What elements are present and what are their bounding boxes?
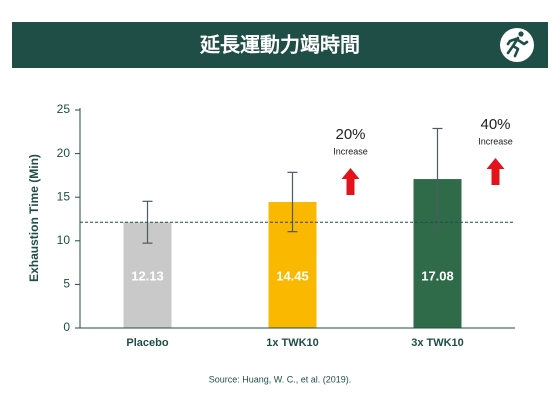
- increase-arrow: [486, 158, 505, 185]
- y-tick-label: 15: [57, 189, 71, 203]
- y-tick-label: 25: [57, 102, 71, 116]
- increase-arrow: [341, 168, 360, 195]
- header-bar: [12, 22, 548, 68]
- y-tick-label: 0: [63, 320, 70, 334]
- y-axis-label: Exhaustion Time (Min): [27, 154, 41, 282]
- x-tick-label: 3x TWK10: [411, 337, 464, 349]
- y-tick-label: 10: [57, 233, 71, 247]
- runner-icon: [500, 28, 534, 62]
- x-tick-label: Placebo: [126, 337, 168, 349]
- value-label: 17.08: [421, 268, 454, 283]
- annotation-percent: 40%: [480, 116, 510, 133]
- value-label: 14.45: [276, 268, 309, 283]
- value-label: 12.13: [131, 268, 164, 283]
- chart-title: 延長運動力竭時間: [199, 33, 360, 57]
- source-note: Source: Huang, W. C., et al. (2019).: [209, 374, 352, 384]
- annotation-label: Increase: [333, 146, 368, 156]
- x-tick-label: 1x TWK10: [266, 337, 319, 349]
- y-tick-label: 20: [57, 146, 71, 160]
- annotation-label: Increase: [478, 136, 513, 146]
- annotation-percent: 20%: [335, 126, 365, 143]
- y-tick-label: 5: [63, 277, 70, 291]
